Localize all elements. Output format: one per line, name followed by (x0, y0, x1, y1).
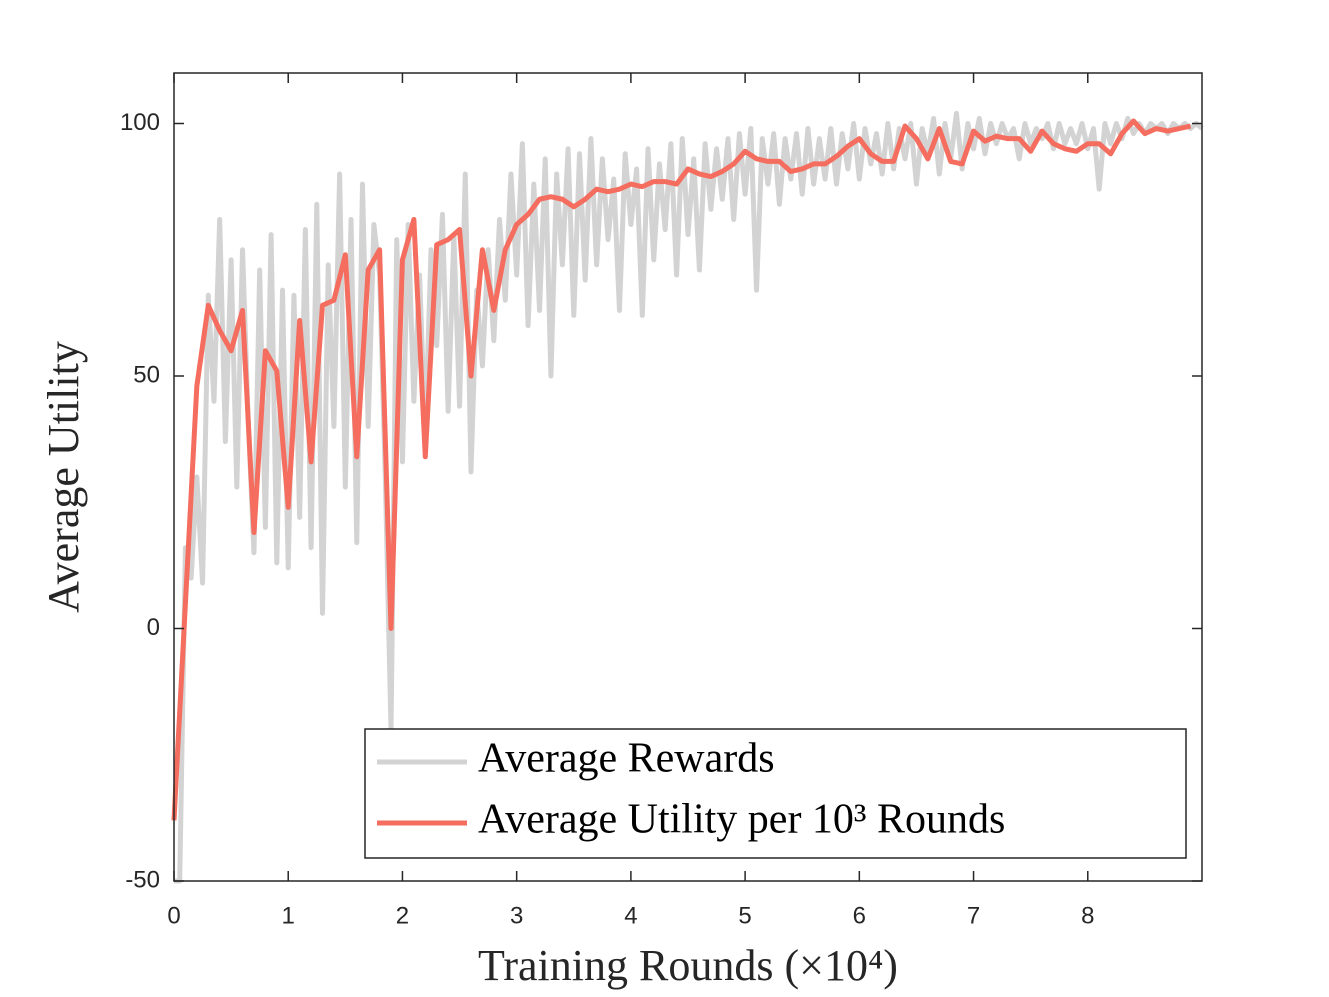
y-tick-label: 50 (133, 361, 160, 388)
x-tick-label: 3 (510, 902, 523, 929)
plot-area (171, 110, 1204, 884)
x-tick-label: 8 (1081, 902, 1094, 929)
series-line (171, 118, 1192, 821)
legend-box (364, 728, 1187, 859)
series-line (174, 110, 1204, 884)
y-axis-label: Average Utility (39, 341, 88, 613)
legend-label: Average Rewards (478, 736, 775, 782)
x-tick-label: 4 (624, 902, 637, 929)
x-axis-label: Training Rounds (×10⁴) (478, 941, 898, 990)
x-tick-label: 1 (282, 902, 295, 929)
x-tick-label: 2 (396, 902, 409, 929)
y-tick-label: 100 (120, 109, 160, 136)
y-tick-label: 0 (147, 614, 160, 641)
x-tick-label: 7 (967, 902, 980, 929)
x-tick-label: 5 (738, 902, 751, 929)
x-tick-label: 0 (167, 902, 180, 929)
axes-frame (173, 72, 1203, 882)
y-tick-label: -50 (125, 866, 160, 893)
legend-label: Average Utility per 10³ Rounds (478, 797, 1005, 843)
x-tick-label: 6 (853, 902, 866, 929)
